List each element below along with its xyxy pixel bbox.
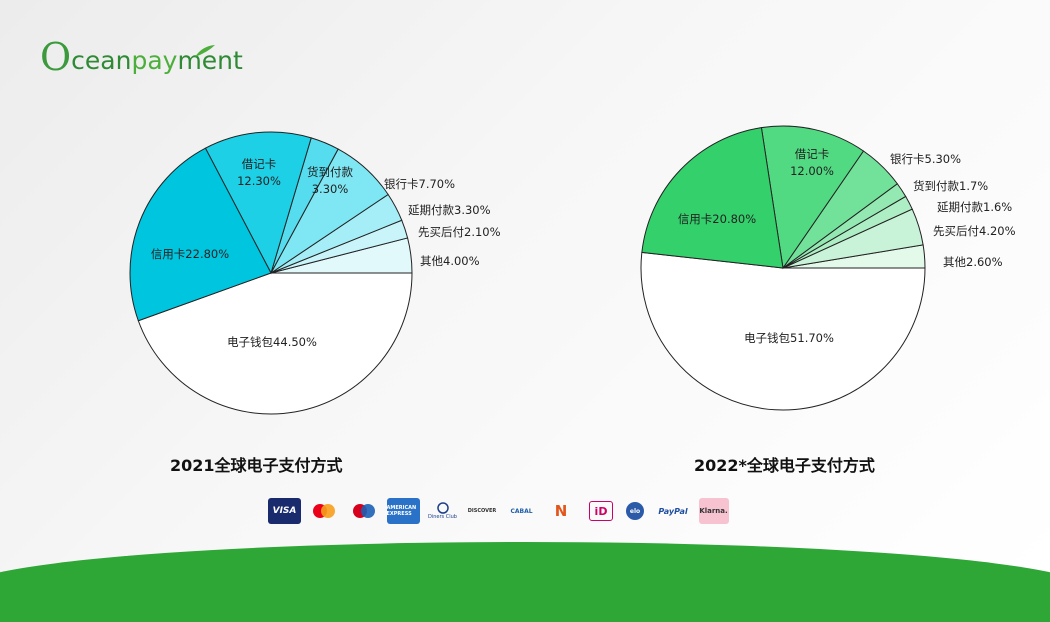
logo-text-pay: pay — [131, 45, 216, 76]
pie-chart-2021: 电子钱包44.50% 信用卡22.80% 借记卡 12.30% 货到付款 3.30% 银行卡… — [129, 131, 501, 415]
klarna-logo: Klarna. — [698, 498, 729, 524]
oceanpayment-logo: O cean pay ment — [40, 36, 243, 76]
ideal-logo: iD — [589, 501, 613, 521]
slice-label: 借记卡 — [795, 147, 830, 161]
pie-chart-2022: 电子钱包51.70% 信用卡20.80% 借记卡 12.00% 银行卡5.30% 货到付款… — [640, 125, 1016, 411]
logo-text-cean: cean — [71, 46, 132, 75]
naranja-logo: N — [554, 502, 568, 520]
visa-logo: VISA — [268, 498, 301, 524]
maestro-logo — [347, 498, 380, 524]
slice-label: 延期付款1.6% — [937, 200, 1012, 214]
elo-logo: elo — [626, 502, 644, 520]
slice-label: 信用卡20.80% — [678, 212, 756, 226]
slice-label: 其他2.60% — [943, 255, 1003, 269]
slice-label: 电子钱包44.50% — [227, 335, 317, 349]
chart-title-2021: 2021全球电子支付方式 — [170, 456, 343, 475]
diners-club-logo: Diners Club — [426, 498, 459, 524]
slice-label-value: 12.00% — [790, 164, 834, 178]
pie-slice — [760, 125, 865, 270]
slice-label: 银行卡5.30% — [890, 152, 961, 166]
mastercard-logo — [308, 498, 341, 524]
slice-label: 其他4.00% — [420, 254, 480, 268]
slice-label: 先买后付2.10% — [418, 225, 501, 239]
slice-label: 货到付款1.7% — [913, 179, 988, 193]
logo-o: O — [40, 35, 72, 79]
cabal-logo: CABAL — [510, 507, 533, 515]
slice-label: 延期付款3.30% — [408, 203, 491, 217]
amex-logo: AMERICAN EXPRESS — [386, 498, 420, 524]
pie-slice — [137, 272, 413, 415]
chart-title-2022: 2022*全球电子支付方式 — [694, 456, 875, 475]
slice-label: 信用卡22.80% — [151, 247, 229, 261]
slice-label: 借记卡 — [242, 157, 277, 171]
slice-label: 先买后付4.20% — [933, 224, 1016, 238]
paypal-logo: PayPal — [658, 506, 688, 516]
pie-slice — [640, 251, 926, 411]
decorative-green-band — [0, 542, 1050, 622]
leaf-icon — [195, 45, 216, 57]
slice-label-value: 3.30% — [312, 182, 349, 196]
payment-methods-row: VISA AMERICAN EXPRESS Diners Club DISCOV… — [268, 498, 735, 524]
pie-slice — [204, 131, 312, 275]
slice-label: 货到付款 — [307, 165, 353, 179]
slice-label: 电子钱包51.70% — [744, 331, 834, 345]
pie-slice — [129, 147, 272, 322]
logo-text-ment: ment — [177, 46, 243, 75]
slice-label: 银行卡7.70% — [384, 177, 455, 191]
discover-logo: DISCOVER — [467, 508, 497, 514]
slice-label-value: 12.30% — [237, 174, 281, 188]
pie-slice — [641, 127, 784, 269]
